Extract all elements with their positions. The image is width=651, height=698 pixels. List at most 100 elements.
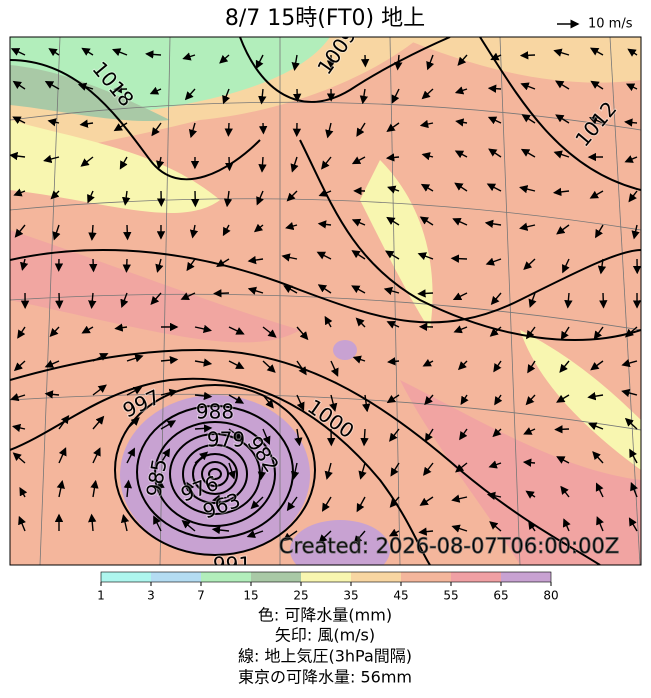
created-stamp: Created: 2026-08-07T06:00:00Z xyxy=(279,534,619,558)
wind-arrow xyxy=(423,462,434,476)
colorbar-tick-label: 80 xyxy=(543,589,558,603)
wind-arrow xyxy=(194,424,213,433)
wind-arrow xyxy=(389,496,400,508)
wind-arrow xyxy=(628,190,638,203)
colorbar-segment xyxy=(151,572,201,582)
wind-arrow xyxy=(89,258,98,273)
wind-arrow xyxy=(112,48,128,57)
wind-arrow xyxy=(10,48,26,56)
wind-arrow xyxy=(17,326,26,339)
wind-arrow xyxy=(562,518,571,532)
wind-arrow xyxy=(552,187,570,197)
wind-arrow xyxy=(290,156,299,173)
wind-arrow xyxy=(421,152,434,161)
wind-arrow xyxy=(180,292,196,301)
wind-arrow xyxy=(228,428,243,440)
wind-arrow xyxy=(420,183,434,192)
wind-arrow xyxy=(88,292,97,309)
wind-arrow xyxy=(87,190,95,204)
wind-arrow xyxy=(92,415,105,430)
wind-arrow xyxy=(484,219,502,228)
wind-arrow xyxy=(454,182,468,192)
wind-arrow xyxy=(126,417,140,430)
wind-arrow xyxy=(520,148,536,158)
wind-arrow xyxy=(182,52,196,61)
wind-arrow xyxy=(324,462,333,480)
wind-arrow xyxy=(624,118,638,127)
colorbar-tick-label: 55 xyxy=(443,589,458,603)
wind-arrow xyxy=(181,519,196,532)
wind-arrow xyxy=(77,82,94,91)
wind-arrow xyxy=(419,216,434,226)
wind-arrow xyxy=(590,360,604,371)
wind-arrow xyxy=(391,88,400,104)
wind-arrow xyxy=(321,496,332,512)
colorbar: 1 3 7 15 25 35 45 55 65 80 xyxy=(97,571,559,603)
wind-arrow xyxy=(282,530,298,542)
wind-arrow xyxy=(10,151,26,161)
wind-arrow xyxy=(79,119,94,128)
wind-arrow xyxy=(329,394,338,412)
wind-arrow xyxy=(418,527,434,536)
wind-arrow xyxy=(92,384,107,396)
wind-arrow xyxy=(453,325,468,334)
wind-arrow xyxy=(559,360,570,373)
wind-arrow xyxy=(43,154,60,164)
wind-arrow xyxy=(250,496,264,510)
wind-arrow xyxy=(44,360,60,368)
wind-arrow xyxy=(19,258,29,271)
wind-arrow xyxy=(330,360,339,377)
wind-arrow xyxy=(627,48,638,57)
wind-arrow xyxy=(556,456,570,464)
wind-arrow xyxy=(88,224,97,241)
wind-arrow xyxy=(560,326,570,341)
colorbar-tick-label: 7 xyxy=(197,589,205,603)
wind-arrow xyxy=(596,516,604,532)
wind-arrow xyxy=(562,258,570,274)
wind-arrows xyxy=(10,47,641,545)
wind-arrow xyxy=(228,326,245,335)
wind-arrow xyxy=(113,122,128,132)
wind-arrow xyxy=(457,54,468,66)
wind-arrow xyxy=(44,390,60,399)
wind-arrow xyxy=(351,218,366,227)
wind-arrow xyxy=(224,122,233,137)
wind-arrow xyxy=(13,360,26,372)
wind-arrow xyxy=(194,358,213,367)
contour-label: 979 xyxy=(207,428,245,452)
wind-arrow xyxy=(227,462,236,480)
wind-arrow xyxy=(228,394,245,404)
wind-arrow xyxy=(523,427,536,435)
wind-arrow xyxy=(488,460,502,469)
wind-arrow xyxy=(186,258,196,272)
wind-arrow xyxy=(123,479,133,498)
wind-arrow xyxy=(291,54,300,71)
wind-arrow xyxy=(556,394,570,403)
wind-arrow xyxy=(257,462,267,481)
wind-arrow xyxy=(149,86,162,95)
wind-arrow xyxy=(417,252,434,261)
wind-arrow xyxy=(624,155,638,163)
title: 8/7 15時(FT0) 地上 xyxy=(225,6,425,31)
wind-arrow xyxy=(556,224,570,235)
wind-arrow xyxy=(12,116,26,125)
wind-arrow xyxy=(490,292,502,306)
wind-arrow xyxy=(318,530,332,544)
wind-arrow xyxy=(80,156,94,167)
wind-arrow xyxy=(283,285,298,294)
wind-arrow xyxy=(588,422,604,431)
wind-arrow xyxy=(351,285,366,294)
wind-arrow xyxy=(353,530,366,545)
wind-arrow xyxy=(222,88,231,105)
wind-arrow xyxy=(352,355,366,364)
wind-arrow xyxy=(564,292,573,309)
colorbar-segment xyxy=(501,572,551,582)
wind-arrow xyxy=(81,47,94,56)
wind-arrow xyxy=(519,222,536,231)
wind-arrow xyxy=(213,289,230,298)
wind-arrow xyxy=(452,217,468,226)
wind-arrow xyxy=(114,323,128,332)
wind-arrow xyxy=(525,490,536,499)
wind-arrow xyxy=(48,48,60,57)
wind-arrow xyxy=(624,417,638,430)
